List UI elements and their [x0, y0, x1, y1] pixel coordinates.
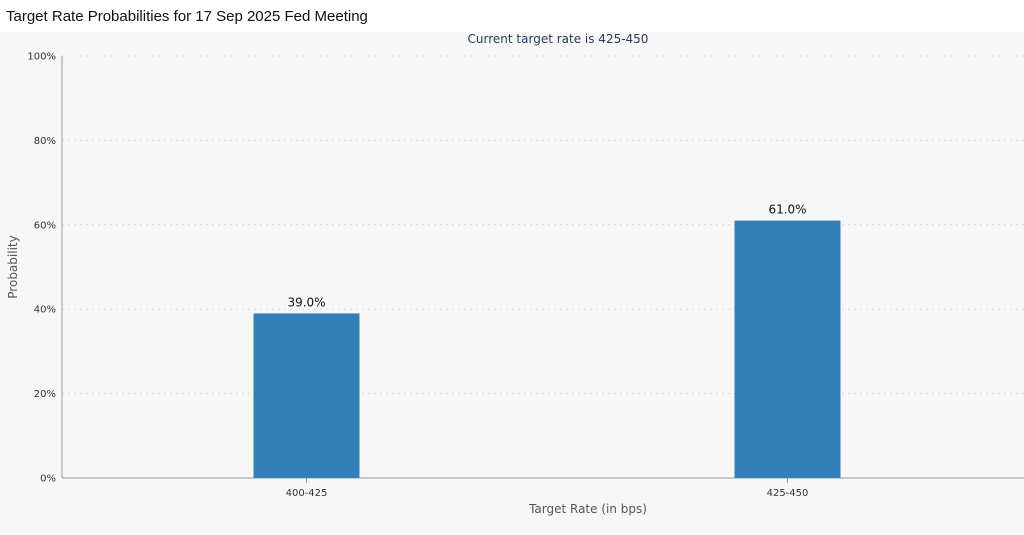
y-tick-label: 0%: [40, 474, 56, 485]
x-axis-ticks: 400-425 425-450: [286, 478, 809, 499]
bars: 39.0% 61.0%: [253, 203, 841, 478]
y-tick-label: 100%: [27, 52, 56, 63]
gridlines: [62, 55, 1024, 395]
x-tick-label: 400-425: [286, 488, 328, 499]
y-tick-label: 40%: [34, 305, 56, 316]
y-axis-ticks: 0% 20% 40% 60% 80% 100%: [27, 52, 56, 485]
y-tick-label: 80%: [34, 136, 56, 147]
bar-400-425[interactable]: [253, 313, 360, 478]
y-axis-title: Probability: [6, 235, 20, 298]
y-tick-label: 20%: [34, 389, 56, 400]
x-axis-title: Target Rate (in bps): [528, 502, 647, 516]
chart-title: Target Rate Probabilities for 17 Sep 202…: [6, 8, 368, 25]
data-label: 61.0%: [768, 203, 806, 217]
chart-subtitle: Current target rate is 425-450: [468, 32, 649, 46]
plot-background: [0, 32, 1024, 535]
y-tick-label: 60%: [34, 220, 56, 231]
bar-425-450[interactable]: [734, 220, 841, 478]
x-tick-label: 425-450: [767, 488, 809, 499]
data-label: 39.0%: [287, 295, 325, 309]
